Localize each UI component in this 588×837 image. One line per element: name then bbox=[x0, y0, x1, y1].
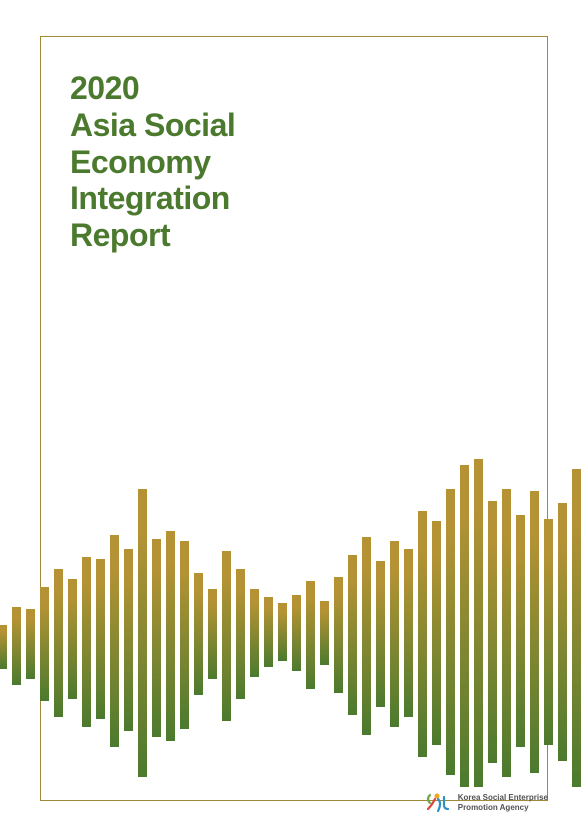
chart-bar bbox=[572, 469, 581, 787]
chart-bar bbox=[446, 489, 455, 775]
chart-bar bbox=[166, 531, 175, 741]
chart-bar bbox=[68, 579, 77, 699]
chart-bar bbox=[320, 601, 329, 665]
chart-bar bbox=[236, 569, 245, 699]
chart-bar bbox=[54, 569, 63, 717]
chart-bar bbox=[502, 489, 511, 777]
chart-bar bbox=[12, 607, 21, 685]
chart-bar bbox=[222, 551, 231, 721]
chart-bar bbox=[0, 625, 7, 669]
chart-bar bbox=[152, 539, 161, 737]
chart-bar bbox=[96, 559, 105, 719]
chart-bar bbox=[138, 489, 147, 777]
chart-bar bbox=[82, 557, 91, 727]
chart-bar bbox=[432, 521, 441, 745]
chart-bar bbox=[348, 555, 357, 715]
chart-bar bbox=[208, 589, 217, 679]
chart-bar bbox=[334, 577, 343, 693]
agency-logo-mark bbox=[424, 791, 452, 815]
chart-bar bbox=[558, 503, 567, 761]
agency-logo: Korea Social Enterprise Promotion Agency bbox=[424, 791, 548, 815]
chart-bar bbox=[250, 589, 259, 677]
chart-bar bbox=[460, 465, 469, 787]
agency-name-line2: Promotion Agency bbox=[458, 803, 548, 813]
report-title: 2020Asia SocialEconomyIntegrationReport bbox=[70, 70, 235, 254]
chart-bar bbox=[418, 511, 427, 757]
chart-bar bbox=[194, 573, 203, 695]
chart-bar bbox=[362, 537, 371, 735]
chart-bar bbox=[264, 597, 273, 667]
chart-bar bbox=[306, 581, 315, 689]
chart-bar bbox=[530, 491, 539, 773]
chart-bar bbox=[376, 561, 385, 707]
chart-bar bbox=[124, 549, 133, 731]
chart-bar bbox=[40, 587, 49, 701]
chart-bar bbox=[404, 549, 413, 717]
chart-bar bbox=[110, 535, 119, 747]
cover-bar-chart bbox=[0, 417, 588, 837]
chart-bar bbox=[474, 459, 483, 787]
chart-bar bbox=[180, 541, 189, 729]
chart-bar bbox=[292, 595, 301, 671]
chart-bar bbox=[390, 541, 399, 727]
agency-logo-text: Korea Social Enterprise Promotion Agency bbox=[458, 793, 548, 812]
chart-bar bbox=[26, 609, 35, 679]
chart-bar bbox=[516, 515, 525, 747]
chart-bar bbox=[278, 603, 287, 661]
chart-bar bbox=[488, 501, 497, 763]
chart-bar bbox=[544, 519, 553, 745]
agency-name-line1: Korea Social Enterprise bbox=[458, 793, 548, 803]
